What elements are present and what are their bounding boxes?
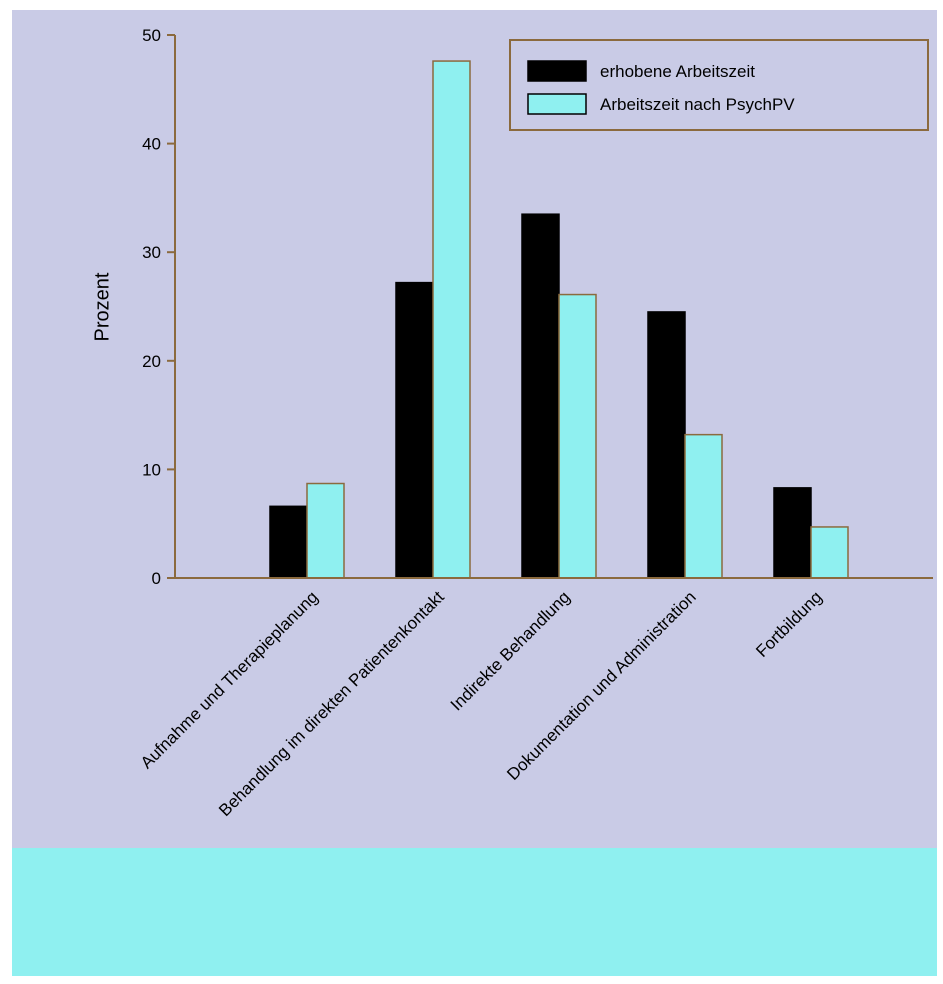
bar-psychpv-1 (432, 60, 471, 579)
legend-label-erhobene: erhobene Arbeitszeit (600, 62, 755, 81)
y-tick-label-1: 10 (142, 460, 161, 479)
y-ticks: 0 10 20 30 40 50 (142, 26, 175, 588)
bar-psychpv-0 (306, 482, 345, 579)
bottom-band (12, 848, 937, 976)
bar-erhobene-0 (269, 505, 308, 579)
y-tick-label-0: 0 (152, 569, 161, 588)
legend-swatch-erhobene (527, 60, 587, 82)
bar-psychpv-4 (810, 526, 849, 579)
bar-erhobene-1 (395, 281, 434, 579)
bar-erhobene-3 (647, 311, 686, 579)
legend-swatch-psychpv (527, 93, 587, 115)
bar-erhobene-2 (521, 213, 560, 579)
legend-label-psychpv: Arbeitszeit nach PsychPV (600, 95, 795, 114)
chart-background (12, 10, 937, 848)
y-axis-label: Prozent (91, 272, 113, 341)
y-tick-label-2: 20 (142, 352, 161, 371)
y-tick-label-3: 30 (142, 243, 161, 262)
legend-box (509, 39, 929, 131)
bar-psychpv-3 (684, 433, 723, 579)
bars-layer (269, 60, 849, 579)
bar-erhobene-4 (773, 487, 812, 579)
bar-psychpv-2 (558, 293, 597, 579)
y-tick-label-5: 50 (142, 26, 161, 45)
y-tick-label-4: 40 (142, 135, 161, 154)
legend: erhobene Arbeitszeit Arbeitszeit nach Ps… (509, 39, 929, 131)
